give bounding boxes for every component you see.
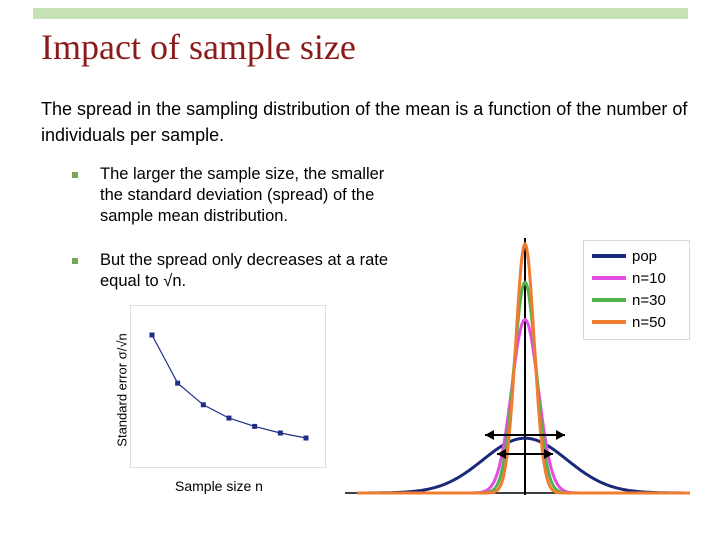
sampling-distribution-chart [345,238,690,495]
se-data-point [149,332,155,338]
curve-n50 [357,241,690,495]
legend-label: pop [632,247,658,265]
se-data-point [226,415,232,421]
arrow-head-right [544,449,553,459]
legend-swatch [592,276,626,280]
standard-error-chart [130,305,326,468]
arrow-head-left [497,449,506,459]
intro-paragraph: The spread in the sampling distribution … [41,99,688,145]
curve-n10 [357,317,690,495]
small-chart-x-axis-label: Sample size n [175,478,263,494]
legend-item-n10: n=10 [592,269,666,287]
legend-swatch [592,298,626,302]
se-data-point [200,402,206,408]
legend-label: n=10 [632,269,666,287]
legend-swatch [592,254,626,258]
legend: pop n=10 n=30 n=50 [583,240,690,340]
curve-pop [357,436,690,495]
arrow-head-left [485,430,494,440]
bullet-square-icon [72,172,78,178]
bullet-2-text: But the spread only decreases at a rate … [100,251,389,290]
slide-title: Impact of sample size [41,27,356,67]
legend-item-n50: n=50 [592,313,666,331]
top-accent-bar [33,8,688,19]
legend-label: n=30 [632,291,666,309]
bullet-1-text: The larger the sample size, the smaller … [100,165,385,225]
small-chart-y-axis-label: Standard error σ/√n [114,333,130,447]
arrow-head-right [556,430,565,440]
legend-swatch [592,320,626,324]
se-data-point [303,435,309,441]
se-data-point [252,423,258,429]
legend-item-n30: n=30 [592,291,666,309]
se-data-point [175,380,181,386]
legend-item-pop: pop [592,247,657,265]
legend-label: n=50 [632,313,666,331]
bullet-square-icon [72,258,78,264]
se-data-point [277,430,283,436]
